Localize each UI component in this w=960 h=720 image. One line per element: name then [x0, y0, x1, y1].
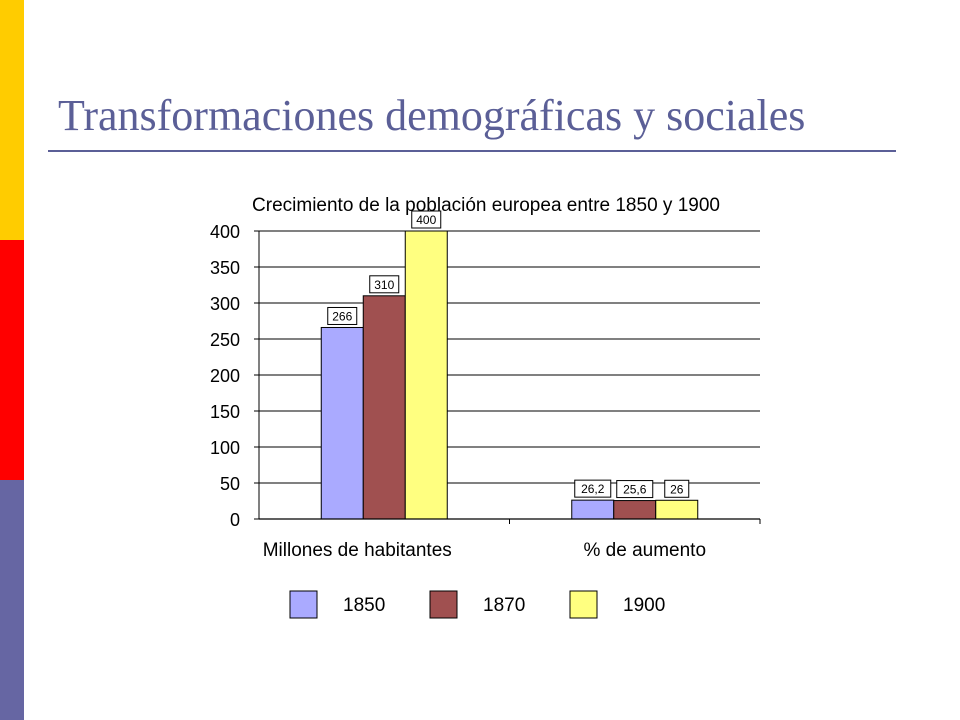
legend-swatch-1900	[569, 590, 598, 619]
data-label: 26,2	[581, 482, 605, 496]
bar-1850	[571, 499, 615, 520]
legend-label: 1850	[343, 595, 385, 616]
data-label: 400	[416, 213, 436, 227]
chart-title: Crecimiento de la población europea entr…	[252, 195, 720, 216]
y-tick-label: 50	[220, 474, 240, 494]
data-label: 26	[670, 482, 684, 496]
bar-1900	[404, 230, 448, 520]
data-label-box	[411, 210, 442, 229]
data-label-box	[369, 275, 400, 294]
data-label-box	[664, 479, 690, 498]
bar-1870	[362, 295, 406, 520]
legend-label: 1870	[483, 595, 525, 616]
slide-title: Transformaciones demográficas y sociales	[58, 91, 806, 140]
data-label-box	[616, 480, 654, 499]
x-category-label: % de aumento	[583, 540, 706, 561]
title-divider	[48, 150, 896, 152]
side-bar-blue	[0, 480, 24, 720]
y-tick-label: 100	[210, 438, 240, 458]
legend-label: 1900	[623, 595, 665, 616]
side-color-bar	[0, 0, 24, 720]
y-tick-label: 350	[210, 258, 240, 278]
data-label: 266	[332, 309, 352, 323]
legend-swatch-1850	[289, 590, 318, 619]
y-tick-label: 250	[210, 330, 240, 350]
side-bar-red	[0, 240, 24, 480]
y-tick-label: 400	[210, 222, 240, 242]
y-tick-label: 0	[230, 510, 240, 530]
data-label-box	[574, 479, 612, 498]
bar-1900	[655, 499, 699, 520]
data-label: 25,6	[623, 483, 647, 497]
data-label-box	[327, 306, 358, 325]
x-category-label: Millones de habitantes	[263, 540, 452, 561]
bar-1850	[320, 326, 364, 520]
y-tick-label: 300	[210, 294, 240, 314]
bar-1870	[613, 500, 657, 520]
y-tick-label: 150	[210, 402, 240, 422]
data-label: 310	[374, 278, 394, 292]
y-tick-label: 200	[210, 366, 240, 386]
legend-swatch-1870	[429, 590, 458, 619]
side-bar-yellow	[0, 0, 24, 240]
